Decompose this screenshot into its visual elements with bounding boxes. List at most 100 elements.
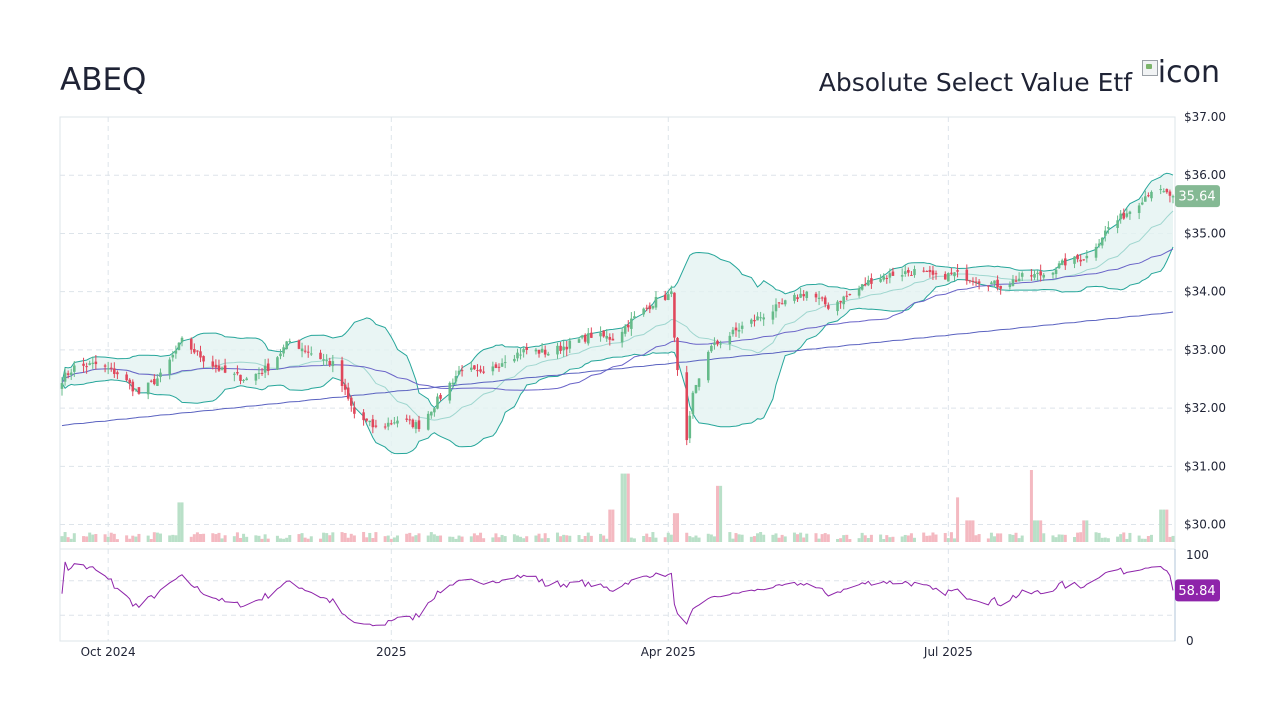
volume-bar xyxy=(974,535,978,542)
candle xyxy=(199,345,202,363)
candle xyxy=(814,291,818,303)
volume-bar xyxy=(891,536,895,542)
volume-bar xyxy=(589,535,593,542)
candle xyxy=(263,358,267,379)
candle xyxy=(214,359,218,373)
volume-bar xyxy=(694,535,698,542)
volume-bar xyxy=(540,538,544,542)
candle xyxy=(971,277,975,286)
volume-bar xyxy=(780,534,784,542)
volume-bar xyxy=(232,536,236,542)
candle xyxy=(737,323,741,339)
volume-bar xyxy=(626,473,630,542)
candle xyxy=(303,345,307,354)
candle xyxy=(796,294,799,303)
candle xyxy=(257,367,261,380)
volume-bar xyxy=(491,537,495,542)
volume-bar xyxy=(685,532,689,542)
candle xyxy=(857,285,861,298)
volume-bar xyxy=(1029,470,1033,542)
volume-bar xyxy=(845,534,849,542)
candle xyxy=(602,330,605,338)
price-tick-label: $35.00 xyxy=(1184,226,1226,240)
candle xyxy=(965,264,969,285)
candle xyxy=(91,356,95,369)
candle xyxy=(448,381,452,404)
volume-bar xyxy=(257,535,261,542)
candle xyxy=(279,349,282,360)
volume-bar xyxy=(223,535,227,542)
volume-bar xyxy=(503,536,507,542)
candle xyxy=(756,312,759,321)
candle xyxy=(691,390,695,419)
volume-bar xyxy=(383,536,387,542)
candle xyxy=(1033,269,1036,281)
volume-bar xyxy=(611,509,615,542)
candle xyxy=(1128,210,1132,220)
volume-bar xyxy=(451,536,455,542)
candle xyxy=(220,366,224,371)
volume-bar xyxy=(1051,535,1055,542)
candle xyxy=(457,365,461,376)
volume-bar xyxy=(168,535,172,542)
candle xyxy=(60,377,64,396)
volume-bar xyxy=(1094,532,1098,542)
volume-bar xyxy=(709,534,713,542)
volume-bar xyxy=(82,536,86,542)
candle xyxy=(1144,190,1147,202)
candle xyxy=(94,354,98,370)
volume-bar xyxy=(189,536,193,542)
volume-bar xyxy=(799,532,803,542)
candle xyxy=(1159,184,1162,195)
candle xyxy=(968,279,972,284)
candle xyxy=(134,388,138,392)
candle xyxy=(217,359,221,373)
candle xyxy=(1017,272,1021,282)
price-tick-label: $34.00 xyxy=(1184,285,1226,299)
volume-bar xyxy=(1122,532,1126,542)
candle xyxy=(1116,215,1119,234)
candle xyxy=(731,326,735,337)
volume-bar xyxy=(1100,537,1104,542)
candle xyxy=(802,290,805,301)
candle xyxy=(386,417,390,431)
volume-bar xyxy=(460,536,464,542)
candle xyxy=(891,267,895,276)
volume-bar xyxy=(946,538,950,542)
volume-bar xyxy=(805,533,809,542)
candle xyxy=(648,302,652,314)
volume-bar xyxy=(882,539,886,542)
volume-bar xyxy=(676,513,680,542)
volume-bar xyxy=(263,534,267,542)
volume-bar xyxy=(885,535,889,542)
volume-bar xyxy=(912,537,916,542)
volume-bar xyxy=(1042,533,1046,542)
volume-bar xyxy=(386,535,390,542)
volume-bar xyxy=(712,536,716,542)
volume-bar xyxy=(599,533,603,542)
volume-bar xyxy=(389,538,393,542)
volume-bar xyxy=(602,535,606,542)
candle xyxy=(580,334,584,340)
volume-bar xyxy=(605,538,609,542)
volume-bar xyxy=(112,533,116,542)
volume-bar xyxy=(931,532,935,542)
candle xyxy=(608,333,612,346)
candle xyxy=(863,277,867,287)
candle xyxy=(734,322,738,337)
volume-bar xyxy=(1008,534,1012,542)
candle xyxy=(562,340,565,357)
volume-bar xyxy=(238,537,242,542)
logo-alt-text: icon xyxy=(1157,55,1220,90)
candle xyxy=(260,368,264,376)
volume-bar xyxy=(155,532,159,542)
volume-bar xyxy=(1057,534,1061,542)
candle xyxy=(996,275,999,291)
price-tick-label: $31.00 xyxy=(1184,459,1226,473)
volume-bar xyxy=(131,535,135,542)
last-price-badge: 35.64 xyxy=(1175,185,1220,208)
volume-bar xyxy=(343,532,347,542)
candle xyxy=(1147,192,1150,198)
volume-bar xyxy=(952,538,956,542)
